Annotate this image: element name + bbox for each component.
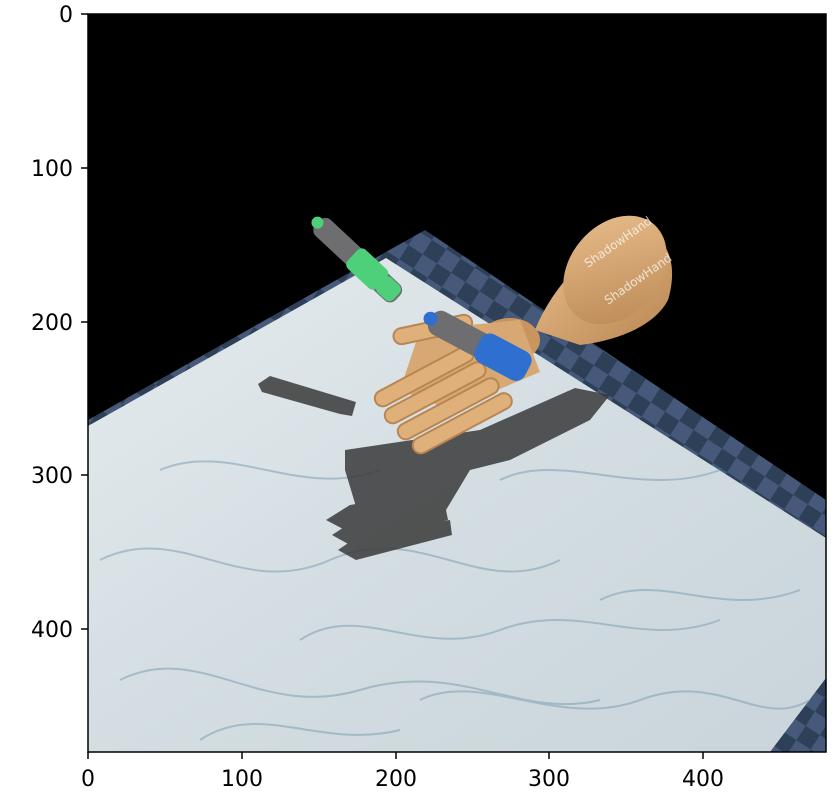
marble-veins — [99, 460, 811, 741]
y-tick-label: 300 — [31, 464, 73, 489]
y-tick-label: 0 — [59, 3, 73, 28]
y-tick: 100 — [31, 157, 88, 182]
x-tick-label: 300 — [528, 767, 570, 792]
y-tick: 300 — [31, 464, 88, 489]
x-tick: 400 — [682, 752, 724, 792]
x-axis: 0 100 200 300 400 — [81, 752, 724, 792]
y-tick: 0 — [59, 3, 88, 28]
y-tick-label: 400 — [31, 618, 73, 643]
x-tick: 200 — [375, 752, 417, 792]
rendered-scene: ShadowHand ShadowHand — [88, 14, 826, 752]
x-tick: 100 — [221, 752, 263, 792]
x-tick-label: 200 — [375, 767, 417, 792]
x-tick: 300 — [528, 752, 570, 792]
x-tick: 0 — [81, 752, 95, 792]
hand-shadow — [258, 376, 610, 560]
blue-pen — [423, 310, 532, 381]
y-axis: 0 100 200 300 400 — [31, 3, 88, 643]
y-tick-label: 100 — [31, 157, 73, 182]
y-tick: 400 — [31, 618, 88, 643]
x-tick-label: 100 — [221, 767, 263, 792]
axes-frame — [87, 13, 827, 753]
robotic-hand: ShadowHand ShadowHand — [373, 214, 674, 455]
x-tick-label: 0 — [81, 767, 95, 792]
x-tick-label: 400 — [682, 767, 724, 792]
green-pen — [311, 216, 403, 303]
y-tick: 200 — [31, 311, 88, 336]
y-tick-label: 200 — [31, 311, 73, 336]
